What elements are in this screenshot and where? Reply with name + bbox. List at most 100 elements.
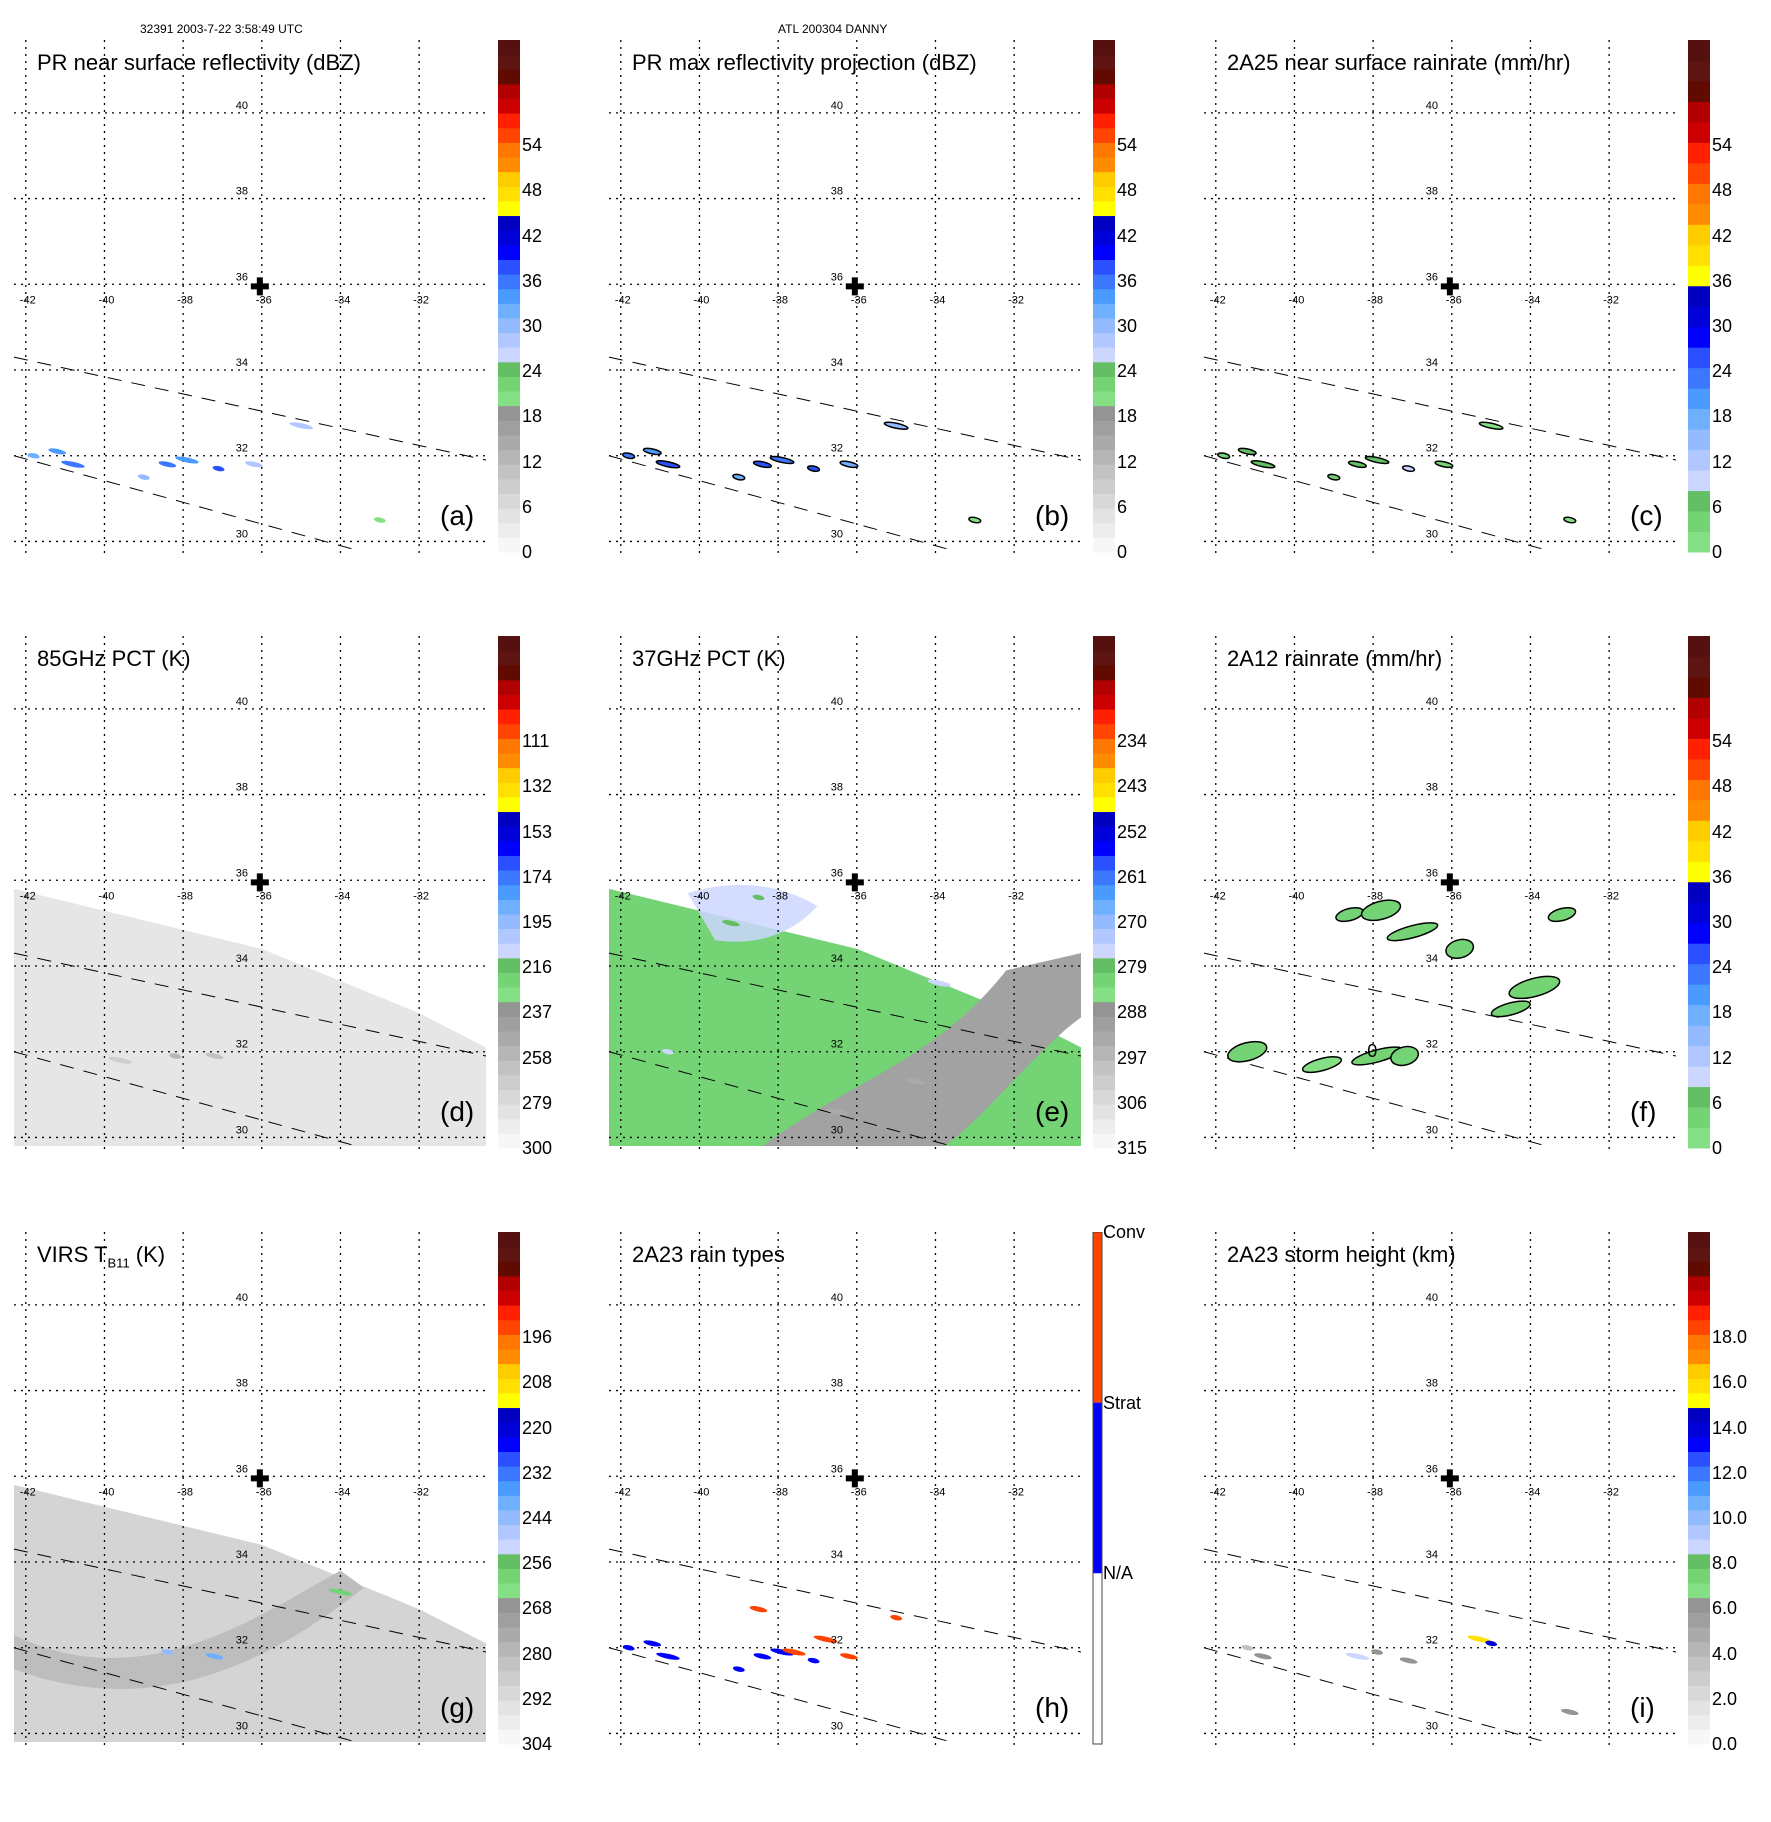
colorbar-tick-label: 36 (1712, 270, 1733, 291)
colorbar-segment (1688, 1553, 1710, 1569)
rain-feature (1490, 1000, 1531, 1018)
lon-tick-label: -40 (693, 1486, 709, 1498)
lat-tick-label: 38 (1426, 782, 1438, 794)
panel-label: (c) (1630, 500, 1663, 531)
colorbar-segment (1093, 361, 1115, 377)
colorbar-segment (1093, 753, 1115, 769)
lat-tick-label: 40 (831, 100, 843, 112)
panel-g: -42 -40 -38 -36 -34 -32 40 38 36 34 32 30 304 292 280 2… (0, 1232, 590, 1822)
colorbar-tick-label: 42 (1712, 821, 1733, 842)
colorbar-segment (1093, 650, 1115, 666)
colorbar-segment (498, 1001, 520, 1017)
colorbar-segment (498, 1045, 520, 1061)
colorbar-segment (1688, 1700, 1710, 1716)
colorbar-segment (1093, 636, 1115, 652)
colorbar-segment (498, 361, 520, 377)
rain-feature (158, 461, 177, 468)
colorbar-segment (1093, 186, 1115, 202)
colorbar-segment (1093, 157, 1115, 173)
colorbar-tick-label: 174 (522, 866, 553, 887)
panel-a: -42 -40 -38 -36 -34 -32 40 38 36 34 32 30 0 6 12 18 24 30… (0, 40, 590, 630)
colorbar-segment (1688, 285, 1710, 307)
lat-tick-label: 36 (1426, 867, 1438, 879)
lat-tick-label: 38 (236, 1378, 248, 1390)
rain-feature (289, 422, 313, 430)
rain-feature (1347, 460, 1367, 469)
colorbar-segment (1688, 162, 1710, 184)
lat-tick-label: 32 (1426, 443, 1438, 455)
colorbar-segment (1093, 405, 1115, 421)
lon-tick-label: -36 (1446, 294, 1462, 306)
colorbar-tick-label: 12 (1117, 451, 1138, 472)
lat-tick-label: 38 (831, 782, 843, 794)
colorbar-tick-label: 292 (522, 1688, 553, 1709)
rain-feature (655, 460, 681, 469)
colorbar-segment (498, 1553, 520, 1569)
colorbar-tick-label: 30 (1712, 912, 1733, 933)
lon-tick-label: -34 (929, 294, 945, 306)
panel-label: (b) (1035, 500, 1070, 531)
map-plot-e: -42 -40 -38 -36 -34 -32 40 38 36 34 32 30 (608, 636, 1115, 1152)
colorbar-segment (498, 1275, 520, 1292)
colorbar-tick-label: 16.0 (1712, 1372, 1748, 1393)
colorbar-segment (1093, 840, 1115, 856)
lat-tick-label: 38 (831, 1378, 843, 1390)
colorbar-tick-label: 237 (522, 1002, 553, 1023)
colorbar-segment (498, 1290, 520, 1306)
lon-tick-label: -36 (256, 294, 272, 306)
colorbar-segment (1688, 244, 1710, 266)
lon-tick-label: -38 (772, 890, 788, 902)
colorbar-segment (498, 1305, 520, 1321)
colorbar-tick-label: 0.0 (1712, 1734, 1738, 1754)
colorbar-segment (498, 753, 520, 769)
colorbar-tick-label: 30 (1712, 316, 1733, 337)
colorbar-segment (1688, 1319, 1710, 1335)
colorbar-segment (498, 1451, 520, 1467)
lat-tick-label: 36 (831, 1463, 843, 1475)
colorbar-segment (1688, 60, 1710, 82)
colorbar-segment (1688, 1378, 1710, 1394)
colorbar-segment (1093, 928, 1115, 944)
lon-tick-label: -42 (615, 1486, 631, 1498)
lat-tick-label: 40 (831, 696, 843, 708)
colorbar-segment (498, 1729, 520, 1745)
colorbar-tick-label: 24 (1117, 361, 1138, 382)
colorbar-segment (498, 1568, 520, 1584)
rain-feature (108, 1056, 132, 1064)
colorbar-segment (1688, 1334, 1710, 1350)
colorbar-segment (1093, 709, 1115, 725)
colorbar-segment (1688, 1275, 1710, 1292)
colorbar-segment (1093, 303, 1115, 319)
colorbar-segment (498, 767, 520, 783)
colorbar-segment (498, 303, 520, 319)
colorbar-segment (1688, 1466, 1710, 1482)
colorbar-tick-label: 10.0 (1712, 1508, 1748, 1529)
colorbar-tick-label: 12 (1712, 1047, 1733, 1068)
lat-tick-label: 36 (831, 271, 843, 283)
storm-center-cross-icon (250, 277, 269, 296)
lon-tick-label: -34 (929, 890, 945, 902)
lat-tick-label: 32 (1426, 1635, 1438, 1647)
colorbar-tick-label: 8.0 (1712, 1553, 1738, 1574)
pr-swath-edge-north (13, 952, 487, 1057)
colorbar-segment (498, 709, 520, 725)
storm-center-cross-icon (250, 873, 269, 892)
colorbar-tick-label: 12 (522, 451, 543, 472)
colorbar-segment (1688, 1107, 1710, 1129)
pr-swath-edge-south (1203, 1647, 1547, 1743)
colorbar-segment (498, 113, 520, 129)
colorbar-segment (1093, 694, 1115, 710)
colorbar-tick-label: 6 (1712, 496, 1723, 517)
colorbar-tick-label: 243 (1117, 776, 1148, 797)
rain-feature (1547, 906, 1577, 923)
colorbar-segment (1093, 274, 1115, 290)
colorbar-segment (1688, 1583, 1710, 1599)
rain-feature (752, 894, 765, 901)
warm-region (762, 953, 1081, 1146)
panel-label: (h) (1035, 1692, 1070, 1723)
rain-feature (732, 473, 746, 481)
colorbar-segment (1688, 1422, 1710, 1438)
colorbar-segment (1093, 317, 1115, 334)
lon-tick-label: -36 (851, 294, 867, 306)
colorbar-tick-label: 0 (1712, 1138, 1723, 1158)
